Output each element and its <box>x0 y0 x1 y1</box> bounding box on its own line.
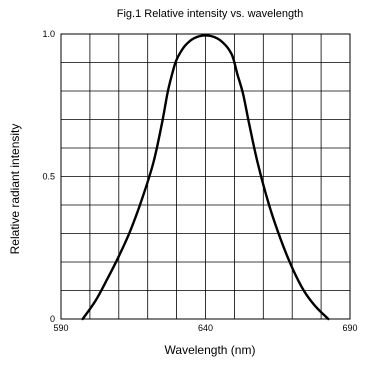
y-tick-label: 0 <box>50 314 55 324</box>
series-line <box>81 34 330 321</box>
plot-frame <box>60 33 351 320</box>
chart-title: Fig.1 Relative intensity vs. wavelength <box>117 8 303 20</box>
y-tick-label: 0.5 <box>42 172 55 182</box>
y-tick-label: 1.0 <box>42 29 55 39</box>
ticks: 590 640 690 0 0.5 1.0 <box>42 29 357 333</box>
y-axis-label: Relative radiant intensity <box>8 124 22 255</box>
x-axis-label: Wavelength (nm) <box>165 343 256 357</box>
grid <box>61 34 350 319</box>
x-tick-label: 690 <box>342 323 357 333</box>
x-tick-label: 640 <box>198 323 213 333</box>
x-tick-label: 590 <box>53 323 68 333</box>
